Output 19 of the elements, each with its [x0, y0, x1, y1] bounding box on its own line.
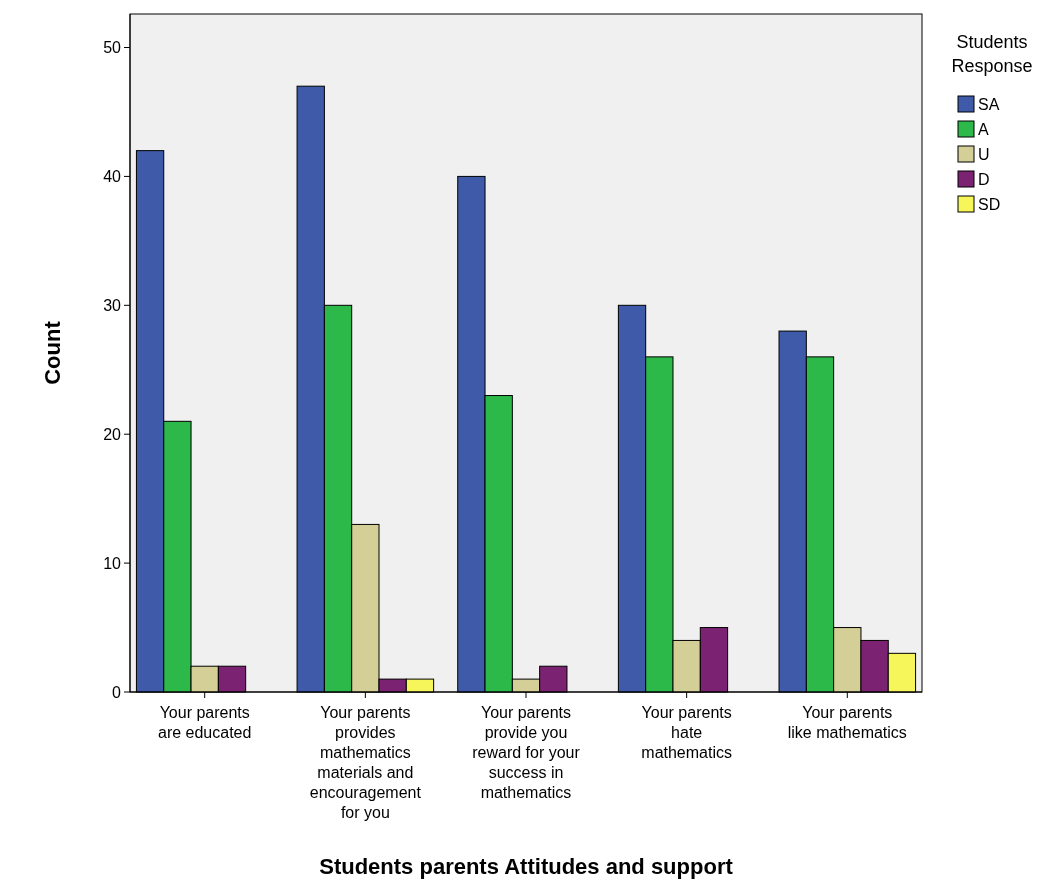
x-tick-label: Your parents provide you reward for your success in mathematics — [472, 704, 581, 801]
y-axis-title: Count — [40, 320, 65, 385]
y-tick-label: 50 — [103, 39, 122, 57]
legend-label: A — [978, 120, 989, 138]
legend-label: D — [978, 170, 990, 188]
y-tick-label: 30 — [103, 296, 122, 314]
y-tick-label: 20 — [103, 425, 122, 443]
legend-label: U — [978, 145, 990, 163]
x-tick-label: Your parents are educated — [158, 704, 252, 741]
y-tick-label: 40 — [103, 168, 122, 186]
y-tick-label: 0 — [112, 683, 122, 701]
x-tick-label: Your parents provides mathematics materials and encouragement for you — [309, 704, 422, 821]
x-tick-label: Your parents hate mathematics — [641, 704, 732, 761]
x-tick-label: Your parents like mathematics — [787, 704, 907, 741]
legend-label: SA — [978, 95, 1000, 113]
y-tick-label: 10 — [103, 554, 122, 572]
legend-label: SD — [978, 195, 1001, 213]
x-axis-title: Students parents Attitudes and support — [319, 854, 734, 879]
legend-title: Students Response — [951, 32, 1033, 76]
